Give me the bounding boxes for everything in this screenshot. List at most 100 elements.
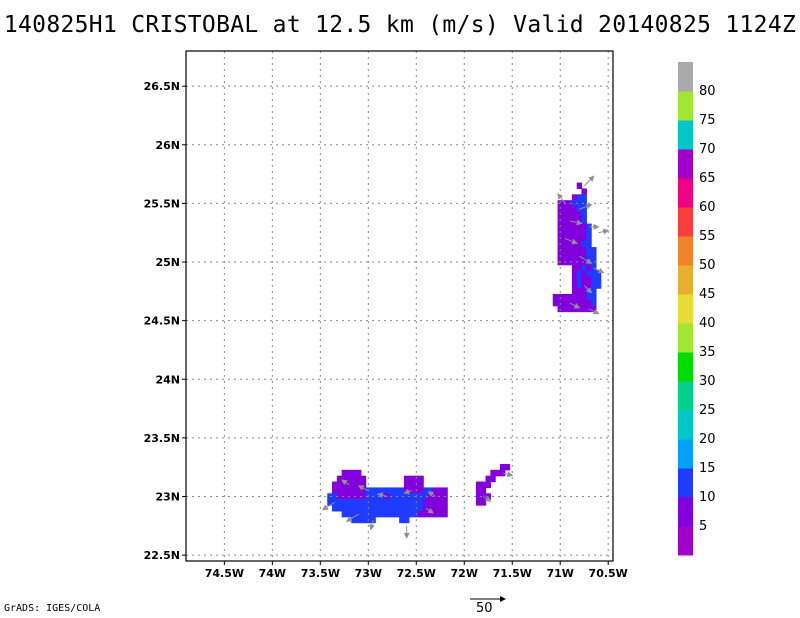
wind-cell [581, 229, 587, 236]
wind-cell [351, 493, 357, 500]
wind-cell [571, 247, 578, 254]
wind-cell [495, 469, 501, 477]
wind-cell [480, 487, 487, 494]
wind-vector [557, 193, 566, 204]
wind-cell [370, 487, 376, 494]
colorbar-label: 10 [699, 490, 716, 505]
colorbar-label: 35 [699, 345, 716, 360]
wind-cell [437, 510, 443, 518]
colorbar-label: 30 [699, 374, 716, 389]
colorbar-swatch [678, 236, 693, 266]
lat-lon-grid [182, 51, 613, 565]
wind-cell [581, 194, 587, 201]
wind-cell [380, 505, 386, 512]
colorbar-label: 25 [699, 403, 716, 418]
wind-cell [567, 241, 573, 248]
wind-cell [418, 510, 424, 518]
wind-cell [591, 288, 597, 295]
wind-cell [571, 264, 578, 272]
wind-cell [576, 247, 583, 254]
wind-cell [403, 516, 410, 524]
wind-cell [567, 229, 573, 236]
wind-vector [321, 501, 335, 511]
wind-vector [403, 488, 412, 495]
wind-cell [576, 264, 583, 272]
wind-cell [567, 252, 573, 260]
wind-cell [341, 499, 348, 506]
colorbar-label: 70 [699, 142, 716, 157]
wind-cell [327, 499, 333, 506]
wind-cell [581, 258, 587, 266]
wind-cell [571, 194, 578, 201]
wind-vector [369, 519, 375, 531]
lon-tick-label: 73W [355, 567, 382, 580]
wind-vector [425, 507, 434, 514]
colorbar-swatch [678, 149, 693, 179]
colorbar-swatch [678, 294, 693, 324]
wind-cell [475, 493, 482, 500]
colorbar-swatch [678, 323, 693, 353]
colorbar-label: 55 [699, 229, 716, 244]
wind-cell [384, 505, 391, 512]
wind-cell [418, 487, 424, 494]
colorbar-swatch [678, 207, 693, 237]
wind-cell [576, 241, 583, 248]
wind-cell [403, 510, 410, 518]
wind-cell [567, 293, 573, 301]
wind-cell [562, 211, 568, 219]
wind-cell [437, 499, 443, 506]
wind-cell [581, 235, 587, 242]
wind-cell [389, 487, 396, 494]
wind-cell [351, 510, 357, 518]
wind-cell [571, 258, 578, 266]
wind-cell [552, 299, 559, 307]
wind-vectors [321, 175, 610, 539]
wind-cell [576, 288, 583, 295]
wind-cell [567, 305, 573, 313]
wind-cell [571, 229, 578, 236]
wind-cell [384, 499, 391, 506]
wind-cell [437, 505, 443, 512]
wind-cell [346, 505, 352, 512]
wind-cell [591, 247, 597, 254]
wind-cell [595, 282, 602, 289]
wind-cell [576, 276, 583, 283]
wind-cell [423, 510, 429, 518]
wind-cell [571, 206, 578, 213]
wind-cell [581, 188, 587, 195]
wind-vector [583, 285, 593, 294]
wind-cell [332, 487, 338, 494]
wind-cell [332, 493, 338, 500]
wind-cell [576, 182, 583, 190]
wind-cell [418, 481, 424, 489]
lon-tick-label: 74W [259, 567, 286, 580]
wind-cell [557, 211, 563, 219]
wind-cell [375, 499, 381, 506]
wind-cell [567, 211, 573, 219]
wind-cell [437, 493, 443, 500]
wind-cell [399, 516, 405, 524]
wind-cell [567, 235, 573, 242]
wind-cell [576, 200, 583, 207]
wind-cell [360, 475, 367, 483]
wind-cell [351, 499, 357, 506]
wind-cell [351, 516, 357, 524]
lat-tick-label: 23N [155, 491, 180, 504]
longitude-labels: 74.5W 74W 73.5W 73W 72.5W 72W 71.5W 71W 70.5W [205, 567, 628, 580]
wind-cell [571, 217, 578, 225]
wind-vector [483, 496, 492, 502]
wind-cell [423, 493, 429, 500]
wind-cell [552, 293, 559, 301]
wind-cell [346, 487, 352, 494]
wind-vector [579, 255, 593, 264]
wind-cell [586, 270, 592, 277]
wind-cell [408, 481, 415, 489]
wind-cell [399, 505, 405, 512]
wind-cell [418, 505, 424, 512]
wind-cell [571, 288, 578, 295]
wind-cell [360, 499, 367, 506]
wind-cell [408, 499, 415, 506]
wind-cell [389, 510, 396, 518]
wind-cell [562, 229, 568, 236]
wind-cell [389, 499, 396, 506]
